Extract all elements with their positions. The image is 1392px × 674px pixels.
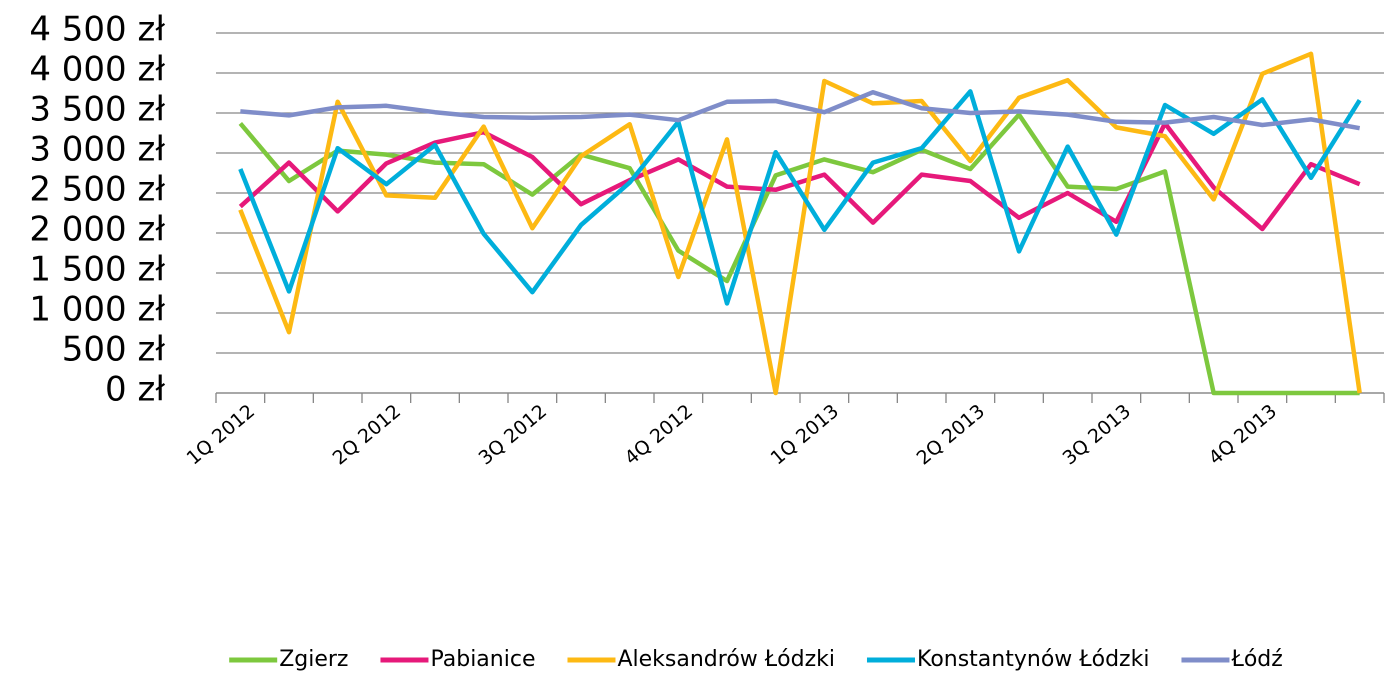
y-tick-label: 3 500 zł bbox=[29, 90, 165, 130]
y-tick-label: 4 500 zł bbox=[29, 10, 165, 50]
x-tick-label: 3Q 2012 bbox=[475, 400, 552, 469]
y-tick-label: 1 500 zł bbox=[29, 250, 165, 290]
y-tick-label: 4 000 zł bbox=[29, 50, 165, 90]
legend: Zgierz Pabianice Aleksandrów Łódzki Konstan… bbox=[229, 647, 1283, 672]
series-line bbox=[238, 112, 1360, 396]
y-tick-label: 2 000 zł bbox=[29, 210, 165, 250]
legend-label: Konstantynów Łódzki bbox=[917, 647, 1149, 672]
series-line bbox=[238, 121, 1361, 232]
x-tick-label: 2Q 2013 bbox=[913, 400, 990, 469]
y-tick-label: 0 zł bbox=[105, 370, 165, 410]
x-tick-label: 1Q 2012 bbox=[183, 400, 260, 469]
legend-label: Łódź bbox=[1230, 647, 1282, 672]
x-tick-label: 1Q 2013 bbox=[767, 400, 844, 469]
x-tick-label: 4Q 2012 bbox=[621, 400, 698, 469]
series-line bbox=[240, 89, 1361, 131]
x-tick-label: 2Q 2012 bbox=[329, 400, 406, 469]
series-line bbox=[238, 89, 1362, 306]
y-tick-label: 2 500 zł bbox=[29, 170, 165, 210]
series-line bbox=[238, 51, 1362, 396]
y-tick-label: 3 000 zł bbox=[29, 130, 165, 170]
y-tick-label: 1 000 zł bbox=[29, 290, 165, 330]
x-tick-label: 4Q 2013 bbox=[1205, 400, 1282, 469]
legend-label: Zgierz bbox=[279, 647, 348, 672]
legend-label: Pabianice bbox=[430, 647, 535, 672]
legend-label: Aleksandrów Łódzki bbox=[617, 647, 835, 672]
y-tick-label: 500 zł bbox=[62, 330, 166, 370]
x-tick-label: 3Q 2013 bbox=[1059, 400, 1136, 469]
